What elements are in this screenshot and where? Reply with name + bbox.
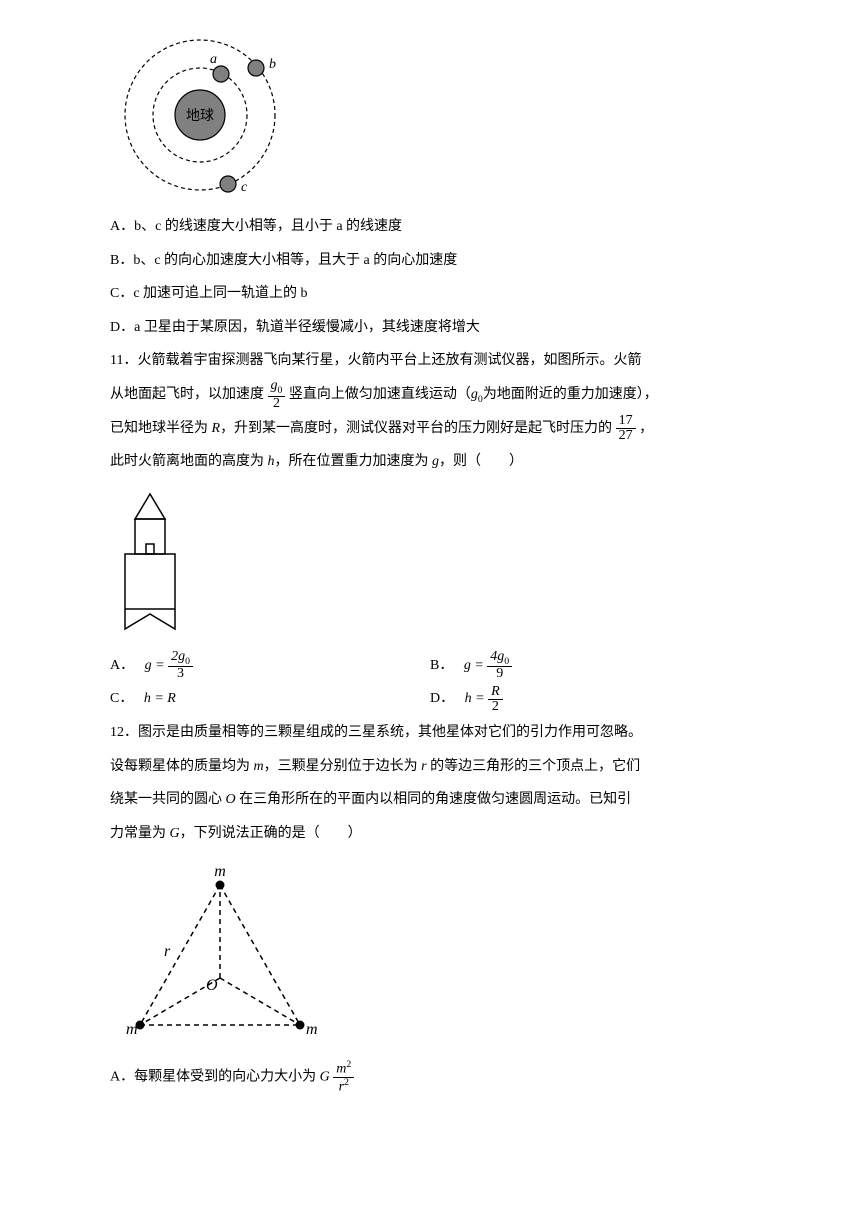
earth-label: 地球 — [186, 108, 214, 124]
q11-stem-2: 从地面起飞时，以加速度 g0 2 竖直向上做匀加速直线运动（g0为地面附近的重力… — [110, 378, 750, 412]
satellite-a-label: a — [210, 52, 217, 67]
q12-stem-4: 力常量为 G，下列说法正确的是（ ） — [110, 817, 750, 851]
q11-stem-3: 已知地球半径为 R，升到某一高度时，测试仪器对平台的压力刚好是起飞时压力的 17… — [110, 412, 750, 446]
q11-options-row2: C． h = R D． h = R 2 — [110, 682, 750, 716]
earth-orbit-svg: 地球 a b c — [110, 30, 300, 200]
rocket-svg — [110, 489, 210, 639]
q12-option-a: A．每颗星体受到的向心力大小为 G m2 r2 — [110, 1060, 750, 1094]
rocket-figure — [110, 489, 750, 639]
q10-option-b: B．b、c 的向心加速度大小相等，且大于 a 的向心加速度 — [110, 244, 750, 278]
q11-option-b: B． g = 4g0 9 — [430, 649, 750, 683]
q12-stem-2: 设每颗星体的质量均为 m，三颗星分别位于边长为 r 的等边三角形的三个顶点上，它… — [110, 750, 750, 784]
q11-options-row1: A． g = 2g0 3 B． g = 4g0 9 — [110, 649, 750, 683]
q10-option-a: A．b、c 的线速度大小相等，且小于 a 的线速度 — [110, 210, 750, 244]
q10-option-c: C．c 加速可追上同一轨道上的 b — [110, 277, 750, 311]
triangle-figure: m m m r O — [110, 860, 750, 1050]
m-top-label: m — [214, 863, 226, 880]
O-label: O — [206, 977, 218, 994]
m-right-label: m — [306, 1021, 318, 1038]
q12-stem-1: 12．图示是由质量相等的三颗星组成的三星系统，其他星体对它们的引力作用可忽略。 — [110, 716, 750, 750]
triangle-svg: m m m r O — [110, 860, 330, 1050]
q11-stem-1: 11．火箭载着宇宙探测器飞向某行星，火箭内平台上还放有测试仪器，如图所示。火箭 — [110, 344, 750, 378]
q11-option-a: A． g = 2g0 3 — [110, 649, 430, 683]
q11-option-d: D． h = R 2 — [430, 682, 750, 716]
satellite-b-label: b — [269, 57, 276, 72]
earth-orbit-figure: 地球 a b c — [110, 30, 750, 200]
q11-option-c: C． h = R — [110, 682, 430, 716]
m-left-label: m — [126, 1021, 138, 1038]
q11-stem-4: 此时火箭离地面的高度为 h，所在位置重力加速度为 g，则（ ） — [110, 445, 750, 479]
r-label: r — [164, 943, 171, 960]
q10-option-d: D．a 卫星由于某原因，轨道半径缓慢减小，其线速度将增大 — [110, 311, 750, 345]
satellite-c-label: c — [241, 180, 248, 195]
q12-stem-3: 绕某一共同的圆心 O 在三角形所在的平面内以相同的角速度做匀速圆周运动。已知引 — [110, 783, 750, 817]
